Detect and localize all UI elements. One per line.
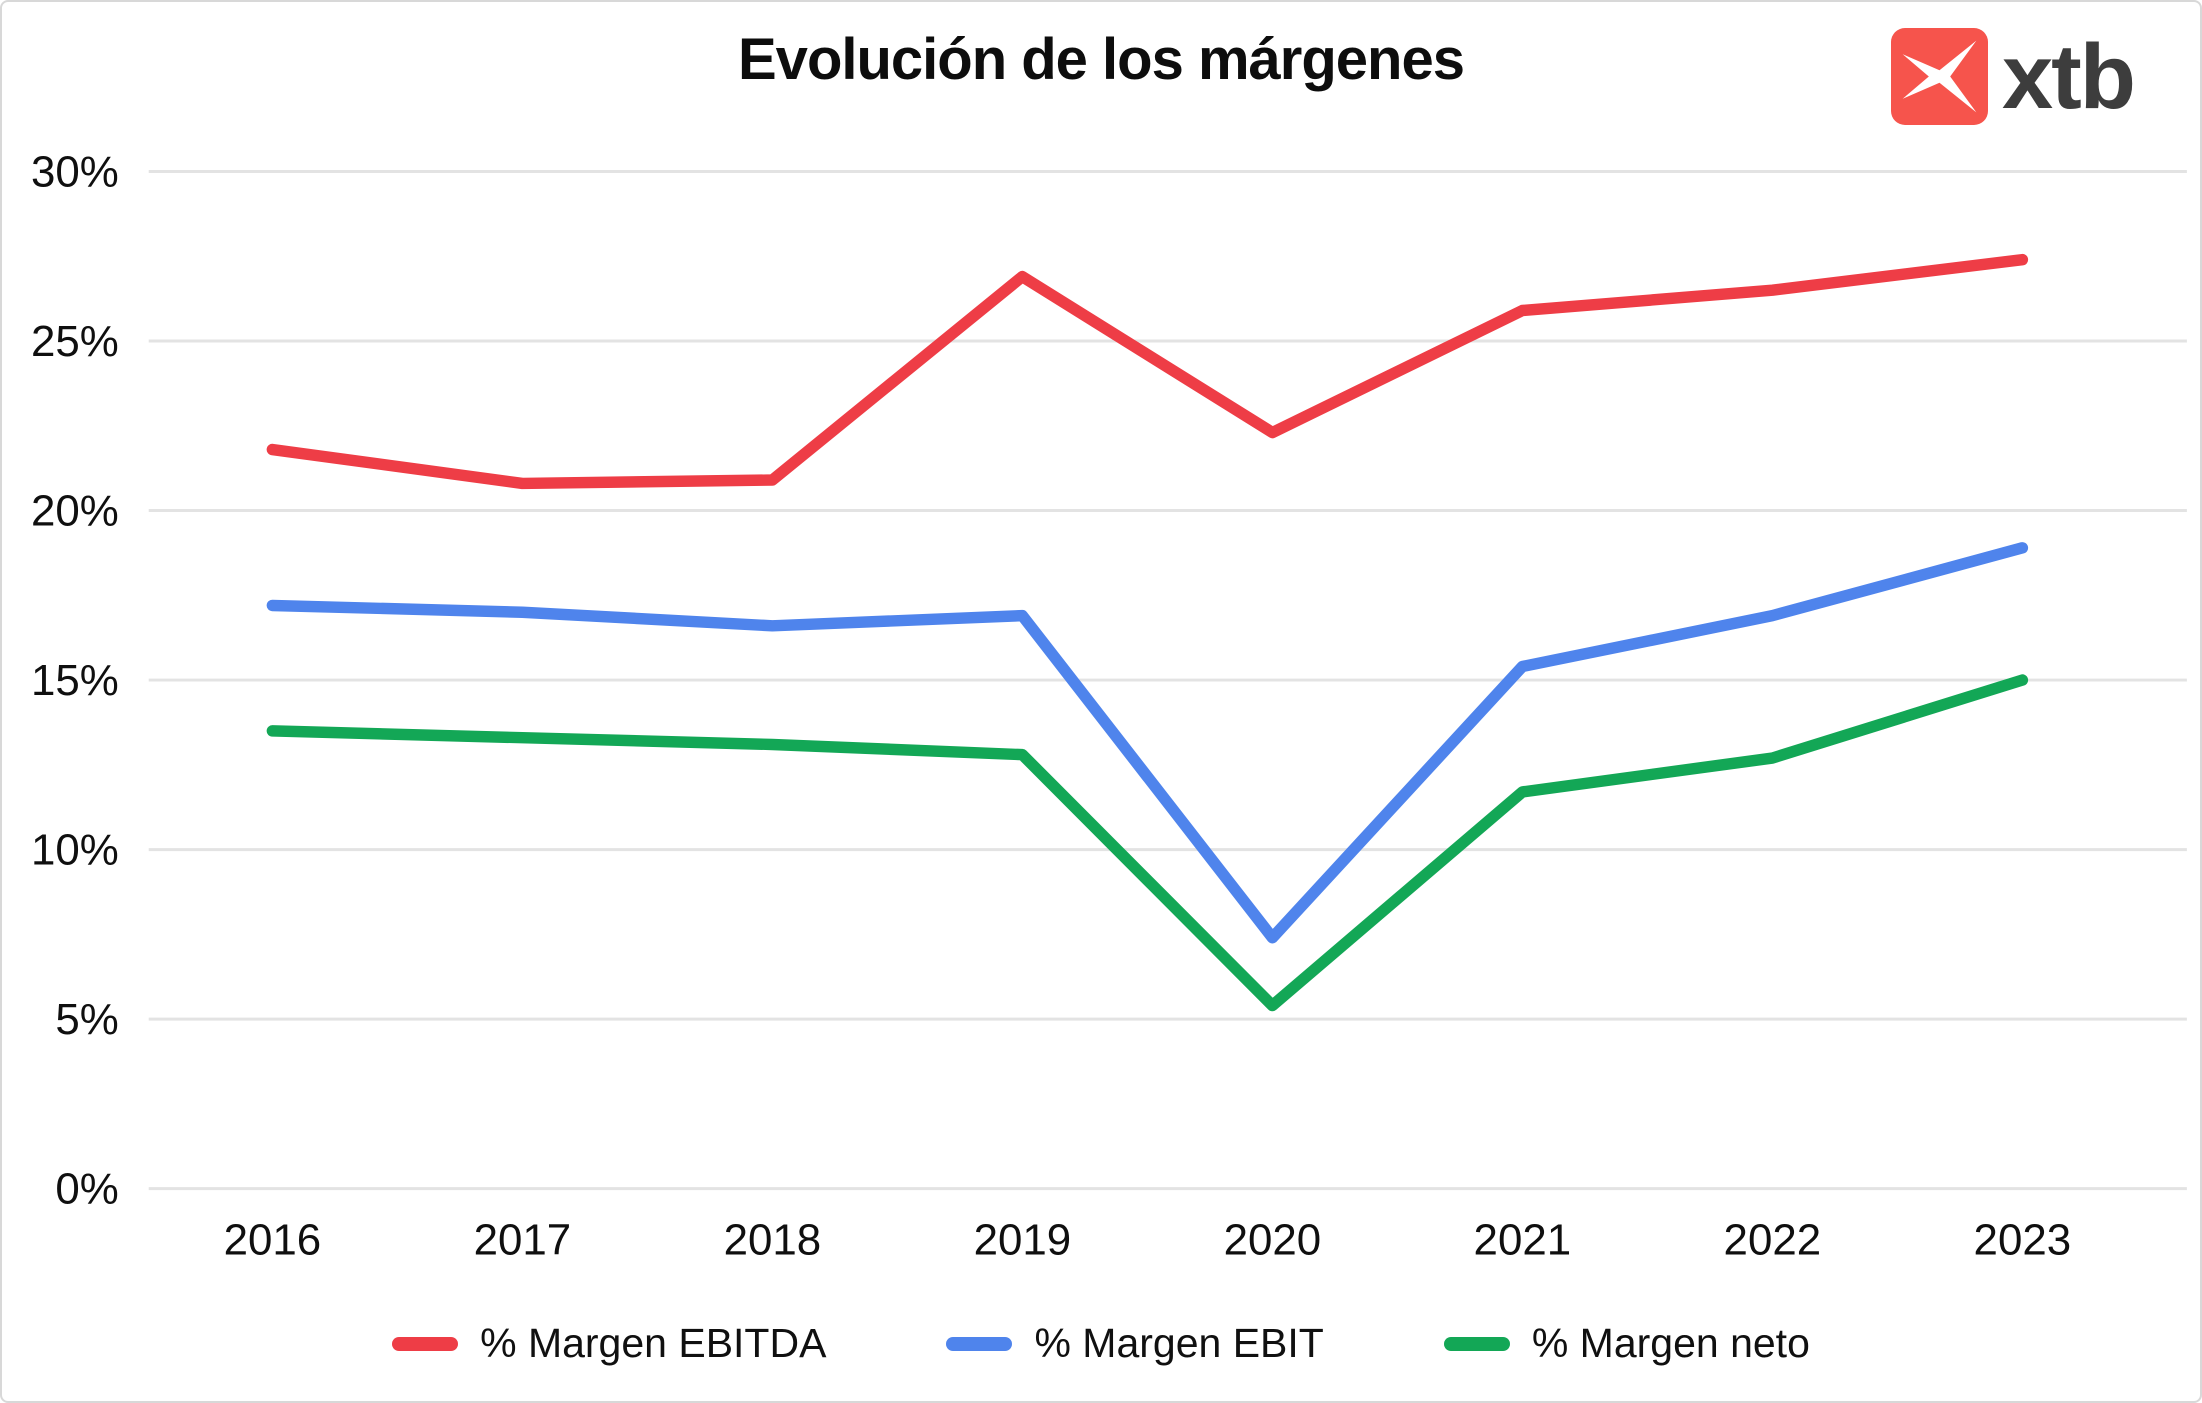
x-axis-tick-label: 2023 (1974, 1215, 2072, 1264)
xtb-x-icon (1891, 28, 1988, 125)
y-axis-tick-label: 15% (31, 656, 119, 705)
legend: % Margen EBITDA % Margen EBIT % Margen n… (2, 1320, 2200, 1367)
xtb-logo-text: xtb (2002, 25, 2136, 128)
x-axis-tick-label: 2017 (474, 1215, 572, 1264)
x-axis-tick-label: 2022 (1724, 1215, 1822, 1264)
legend-item-margen-ebitda: % Margen EBITDA (392, 1320, 826, 1367)
legend-label-margen-neto: % Margen neto (1531, 1320, 1810, 1366)
legend-swatch-margen-ebit (946, 1336, 1013, 1351)
y-axis-tick-label: 25% (31, 317, 119, 366)
y-axis-tick-label: 20% (31, 487, 119, 536)
series-line-margen-neto (266, 674, 2029, 1012)
legend-label-margen-ebit: % Margen EBIT (1034, 1320, 1324, 1366)
legend-item-margen-ebit: % Margen EBIT (946, 1320, 1324, 1367)
x-axis-tick-label: 2019 (974, 1215, 1072, 1264)
legend-label-margen-ebitda: % Margen EBITDA (480, 1320, 827, 1366)
x-axis-tick-label: 2016 (224, 1215, 322, 1264)
series-line-margen-ebitda (266, 253, 2029, 490)
y-axis-tick-label: 0% (55, 1165, 118, 1214)
x-axis-tick-label: 2018 (724, 1215, 822, 1264)
chart-title: Evolución de los márgenes (738, 27, 1465, 92)
y-axis-tick-label: 10% (31, 826, 119, 875)
legend-swatch-margen-ebitda (392, 1336, 459, 1351)
y-axis-tick-label: 30% (31, 147, 119, 196)
series-line-margen-ebit (266, 542, 2029, 944)
x-axis-tick-label: 2020 (1224, 1215, 1322, 1264)
legend-swatch-margen-neto (1443, 1336, 1510, 1351)
xtb-logo: xtb (1891, 25, 2136, 128)
x-axis-tick-label: 2021 (1474, 1215, 1572, 1264)
y-axis-tick-label: 5% (55, 995, 118, 1044)
legend-item-margen-neto: % Margen neto (1443, 1320, 1810, 1367)
